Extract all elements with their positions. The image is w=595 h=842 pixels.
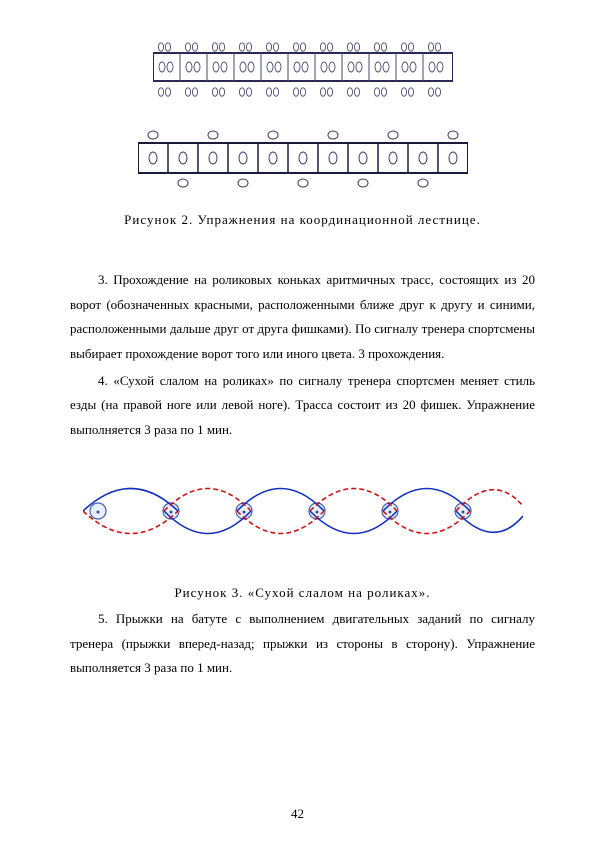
paragraph-3: 3. Прохождение на роликовых коньках арит… [70,268,535,367]
svg-text:●: ● [460,508,464,516]
svg-text:●: ● [168,508,172,516]
figure-2-diagram [70,40,535,192]
svg-text:●: ● [241,508,245,516]
figure-3-caption: Рисунок 3. «Сухой слалом на роликах». [70,585,535,601]
figure-2-caption: Рисунок 2. Упражнения на координационной… [70,212,535,228]
svg-text:●: ● [314,508,318,516]
page-number: 42 [0,806,595,822]
paragraph-5: 5. Прыжки на батуте с выполнением двигат… [70,607,535,681]
paragraph-4: 4. «Сухой слалом на роликах» по сигналу … [70,369,535,443]
ladder-bottom [138,128,468,192]
svg-text:●: ● [95,508,99,516]
svg-text:●: ● [387,508,391,516]
ladder-top [153,40,453,104]
figure-3-diagram: ● ● ● ● ● ● [70,461,535,561]
